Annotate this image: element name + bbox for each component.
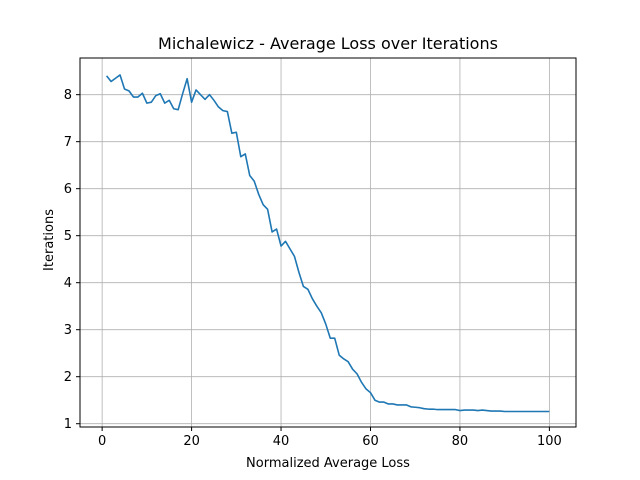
y-tick-label: 2 <box>64 370 72 385</box>
x-tick-label: 100 <box>537 434 562 449</box>
y-tick-label: 4 <box>64 276 72 291</box>
x-tick-label: 80 <box>452 434 469 449</box>
x-tick-label: 60 <box>362 434 379 449</box>
x-tick-label: 20 <box>183 434 200 449</box>
series-line <box>105 74 550 413</box>
grid-lines <box>80 58 576 427</box>
chart-title: Michalewicz - Average Loss over Iteratio… <box>158 34 498 53</box>
x-tick-label: 40 <box>273 434 290 449</box>
x-axis-label: Normalized Average Loss <box>246 456 410 471</box>
x-tick-label: 0 <box>98 434 106 449</box>
y-axis-label: Iterations <box>42 209 57 271</box>
y-tick-label: 8 <box>64 88 72 103</box>
axis-ticks: 0 20 40 60 80 100 1 2 3 4 5 6 7 8 <box>64 88 562 449</box>
series-layer <box>105 74 550 413</box>
plot-frame <box>79 57 577 428</box>
y-tick-label: 5 <box>64 229 72 244</box>
y-tick-label: 1 <box>64 417 72 432</box>
y-tick-label: 3 <box>64 323 72 338</box>
y-tick-label: 7 <box>64 135 72 150</box>
y-tick-label: 6 <box>64 182 72 197</box>
